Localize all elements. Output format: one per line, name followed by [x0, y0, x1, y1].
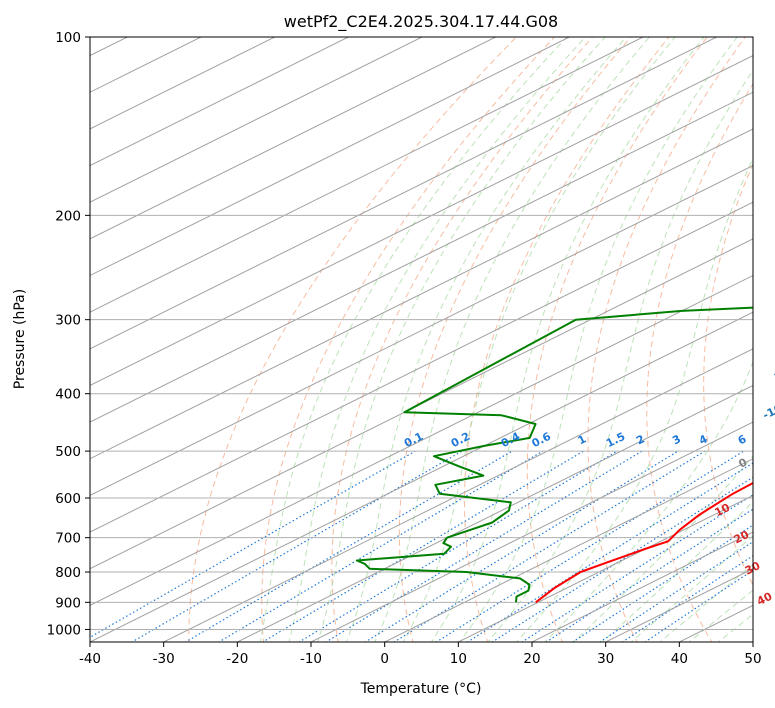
mixing-ratio-line	[435, 450, 745, 642]
mixing-ratio-line	[90, 450, 416, 639]
isotherm	[457, 494, 753, 642]
mixing-ratio-line	[324, 450, 643, 642]
mixing-ratio-line	[571, 524, 753, 642]
isotherm	[90, 201, 753, 533]
isotherm	[309, 421, 753, 642]
x-tick-label: -20	[226, 651, 248, 667]
y-tick-label: 1000	[47, 622, 81, 638]
warm-label: 20	[732, 528, 752, 547]
isotherm	[383, 458, 753, 642]
y-tick-label: 500	[55, 444, 81, 460]
isotherm-label: -20	[771, 360, 775, 381]
dewpoint-profile	[355, 306, 753, 603]
isotherm	[90, 274, 753, 606]
x-tick-label: 20	[523, 651, 540, 667]
y-tick-label: 900	[55, 595, 81, 611]
y-axis-label: Pressure (hPa)	[12, 289, 28, 389]
y-tick-label: 700	[55, 531, 81, 547]
y-tick-label: 100	[55, 30, 81, 46]
y-tick-label: 300	[55, 313, 81, 329]
x-tick-label: -10	[300, 651, 322, 667]
isotherm	[90, 164, 753, 496]
y-tick-label: 800	[55, 565, 81, 581]
warm-label: 10	[713, 501, 733, 520]
isotherm	[90, 37, 571, 277]
x-tick-label: 30	[597, 651, 614, 667]
mixing-ratio-line	[491, 476, 753, 642]
isotherm	[90, 37, 718, 350]
isotherm	[162, 348, 753, 642]
x-tick-label: 10	[450, 651, 467, 667]
y-tick-label: 200	[55, 208, 81, 224]
isotherm	[236, 384, 753, 642]
temperature-profile	[535, 481, 753, 604]
isotherm	[90, 37, 645, 313]
isotherm	[90, 37, 276, 130]
mixing-ratio-line	[364, 450, 679, 642]
isotherm	[90, 37, 424, 203]
x-tick-label: -40	[79, 651, 101, 667]
isotherm	[530, 531, 753, 642]
x-axis-ticks: -40 -30 -20 -10 0 10 20 30 40 50	[79, 642, 762, 667]
profiles	[355, 306, 753, 604]
isotherm	[90, 37, 497, 240]
dry-adiabat	[703, 162, 753, 587]
y-tick-label: 400	[55, 387, 81, 403]
isotherm	[90, 128, 753, 460]
warm-label: 40	[755, 590, 775, 609]
x-tick-label: 40	[671, 651, 688, 667]
isotherm	[90, 311, 753, 642]
pressure-gridlines	[90, 37, 753, 630]
dry-adiabat	[587, 37, 746, 642]
isotherm	[90, 37, 350, 167]
mixing-ratio-line	[298, 450, 618, 642]
x-tick-label: -30	[153, 651, 175, 667]
isotherm	[90, 91, 753, 423]
y-tick-label: 600	[55, 491, 81, 507]
moist-adiabat	[430, 37, 705, 642]
plot-area	[90, 37, 753, 642]
x-tick-label: 50	[744, 651, 761, 667]
mixing-ratio-line	[130, 450, 463, 642]
plot-frame	[89, 36, 754, 643]
chart-title: wetPf2_C2E4.2025.304.17.44.G08	[284, 12, 558, 32]
isotherm	[90, 55, 753, 387]
y-axis-ticks: 100 200 300 400 500 600 700 800 900 1000	[47, 30, 90, 638]
x-axis-label: Temperature (°C)	[360, 681, 482, 697]
x-tick-label: 0	[380, 651, 389, 667]
isotherm	[90, 238, 753, 570]
